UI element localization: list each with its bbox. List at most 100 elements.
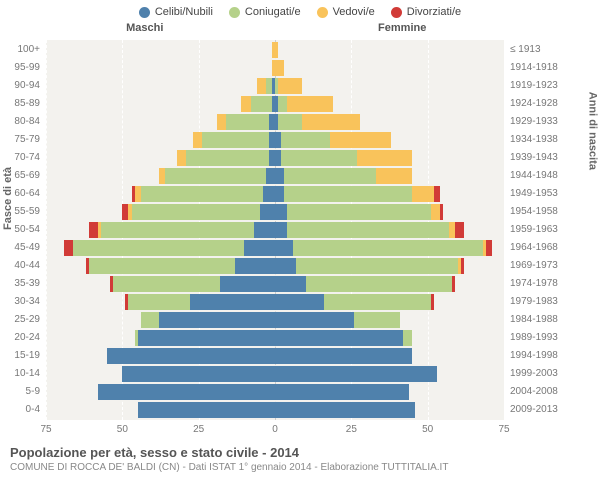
bar-segment	[287, 204, 431, 220]
age-label: 70-74	[0, 153, 44, 163]
bar-segment	[376, 168, 413, 184]
bar-segment	[275, 186, 284, 202]
axis-title-left: Fasce di età	[2, 167, 14, 230]
legend-item: Divorziati/e	[391, 6, 461, 18]
bar-segment	[190, 294, 275, 310]
bar-segment	[275, 366, 437, 382]
birth-label: 1924-1928	[506, 99, 596, 109]
legend-item: Celibi/Nubili	[139, 6, 213, 18]
bar-row	[46, 366, 504, 382]
bar-segment	[293, 240, 482, 256]
x-tick: 50	[422, 424, 433, 435]
bar-segment	[302, 114, 360, 130]
bar-segment	[159, 312, 275, 328]
age-label: 30-34	[0, 297, 44, 307]
bar-segment	[486, 240, 492, 256]
bar-segment	[278, 78, 302, 94]
bar-segment	[275, 42, 278, 58]
birth-label: 1944-1948	[506, 171, 596, 181]
bar-segment	[202, 132, 269, 148]
bar-segment	[284, 186, 412, 202]
legend-item: Vedovi/e	[317, 6, 375, 18]
bar-segment	[186, 150, 268, 166]
bar-segment	[89, 258, 236, 274]
bar-segment	[412, 186, 433, 202]
birth-label: 1919-1923	[506, 81, 596, 91]
bar-segment	[138, 330, 275, 346]
age-label: 85-89	[0, 99, 44, 109]
bar-segment	[431, 294, 434, 310]
header-male: Maschi	[126, 22, 163, 34]
bar-row	[46, 312, 504, 328]
y-labels-birth: ≤ 19131914-19181919-19231924-19281929-19…	[506, 40, 596, 420]
bar-row	[46, 204, 504, 220]
bar-segment	[260, 204, 275, 220]
legend-swatch	[229, 7, 240, 18]
age-label: 5-9	[0, 387, 44, 397]
bar-segment	[461, 258, 464, 274]
bar-segment	[244, 240, 275, 256]
age-label: 80-84	[0, 117, 44, 127]
chart-subtitle: COMUNE DI ROCCA DE' BALDI (CN) - Dati IS…	[10, 462, 448, 473]
birth-label: 1994-1998	[506, 351, 596, 361]
bar-segment	[278, 96, 287, 112]
birth-label: 1974-1978	[506, 279, 596, 289]
bar-segment	[73, 240, 244, 256]
bar-segment	[431, 204, 440, 220]
x-tick: 75	[498, 424, 509, 435]
bar-segment	[275, 294, 324, 310]
bar-segment	[257, 78, 266, 94]
age-label: 40-44	[0, 261, 44, 271]
bar-segment	[281, 150, 357, 166]
bar-segment	[275, 240, 293, 256]
y-labels-age: 100+95-9990-9485-8980-8475-7970-7465-696…	[0, 40, 44, 420]
bar-segment	[306, 276, 453, 292]
legend-label: Coniugati/e	[245, 6, 301, 18]
age-label: 45-49	[0, 243, 44, 253]
birth-label: 1939-1943	[506, 153, 596, 163]
age-label: 25-29	[0, 315, 44, 325]
bar-segment	[138, 402, 275, 418]
bar-segment	[235, 258, 275, 274]
birth-label: 1984-1988	[506, 315, 596, 325]
bar-segment	[101, 222, 254, 238]
bar-segment	[275, 312, 354, 328]
bar-segment	[296, 258, 458, 274]
bar-row	[46, 294, 504, 310]
bar-segment	[275, 204, 287, 220]
bar-row	[46, 402, 504, 418]
age-label: 20-24	[0, 333, 44, 343]
legend-item: Coniugati/e	[229, 6, 301, 18]
birth-label: 1969-1973	[506, 261, 596, 271]
legend-swatch	[317, 7, 328, 18]
legend-swatch	[391, 7, 402, 18]
bar-segment	[275, 330, 403, 346]
gender-headers: Maschi Femmine	[0, 22, 600, 36]
birth-label: 1954-1958	[506, 207, 596, 217]
bar-row	[46, 240, 504, 256]
bar-segment	[251, 96, 272, 112]
bar-row	[46, 132, 504, 148]
bar-segment	[107, 348, 275, 364]
bar-segment	[275, 348, 412, 364]
chart-container: Celibi/Nubili Coniugati/e Vedovi/e Divorzia…	[0, 0, 600, 500]
bar-segment	[64, 240, 73, 256]
bar-segment	[263, 186, 275, 202]
bar-segment	[403, 330, 412, 346]
bar-segment	[98, 384, 275, 400]
birth-label: 2009-2013	[506, 405, 596, 415]
birth-label: 1929-1933	[506, 117, 596, 127]
age-label: 75-79	[0, 135, 44, 145]
x-tick: 75	[40, 424, 51, 435]
bar-segment	[278, 114, 302, 130]
bar-segment	[266, 168, 275, 184]
birth-label: 1979-1983	[506, 297, 596, 307]
bar-segment	[357, 150, 412, 166]
bar-segment	[128, 294, 189, 310]
birth-label: 1999-2003	[506, 369, 596, 379]
bar-segment	[220, 276, 275, 292]
x-tick: 0	[272, 424, 278, 435]
x-axis-ticks: 7550250255075	[46, 424, 504, 438]
bar-segment	[141, 312, 159, 328]
header-female: Femmine	[378, 22, 426, 34]
